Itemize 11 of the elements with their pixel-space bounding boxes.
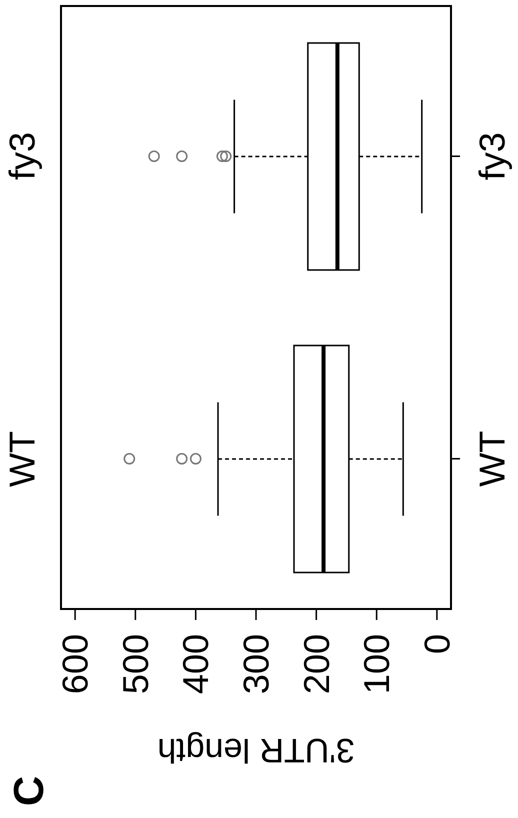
x-tick-label: 300 <box>236 634 276 694</box>
x-tick-label: 400 <box>175 634 216 694</box>
x-tick-label: 500 <box>114 634 156 694</box>
text: C <box>5 776 52 806</box>
x-tick-label: 100 <box>356 634 398 694</box>
x-axis-title: 3'UTR length <box>156 731 356 769</box>
x-tick-label: 600 <box>54 634 96 694</box>
x-tick-label: 0 <box>416 634 458 654</box>
x-tick-label: 200 <box>296 634 337 694</box>
text: WT <box>472 430 512 487</box>
text: fy3 <box>472 132 512 180</box>
